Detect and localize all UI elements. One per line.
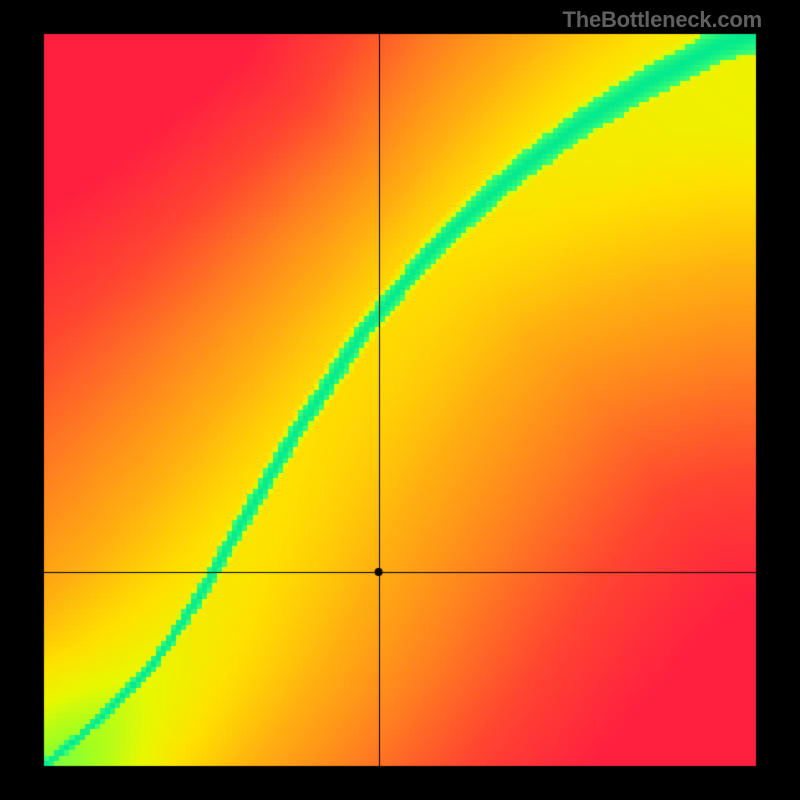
watermark-text: TheBottleneck.com bbox=[562, 7, 762, 33]
bottleneck-heatmap bbox=[0, 0, 800, 800]
chart-container: TheBottleneck.com bbox=[0, 0, 800, 800]
